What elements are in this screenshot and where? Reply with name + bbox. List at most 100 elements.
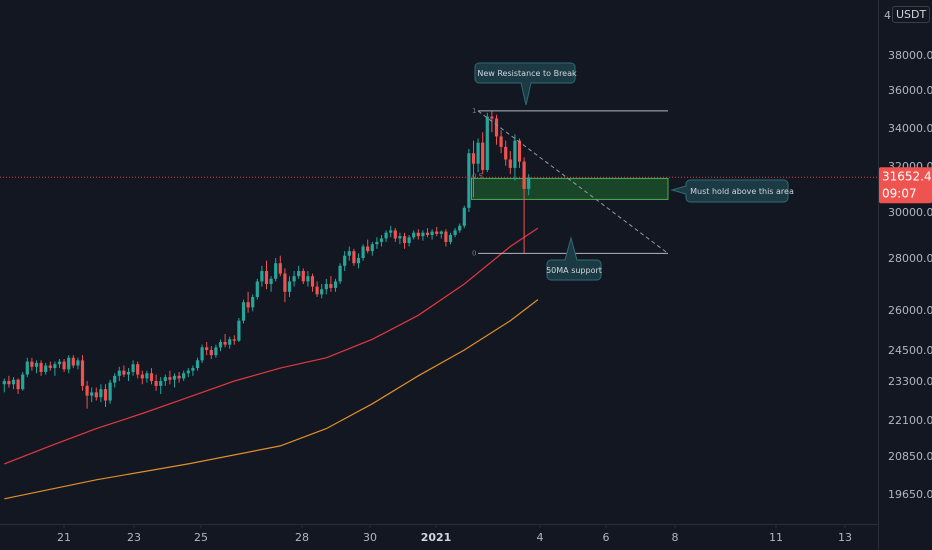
- candle-body: [44, 365, 48, 372]
- candle-body: [453, 230, 457, 235]
- candle-body: [76, 360, 80, 366]
- y-tick-label: 26000.00: [888, 304, 932, 317]
- candle: [255, 278, 259, 300]
- fib-level-label: 0: [472, 249, 476, 257]
- candle-body: [513, 140, 517, 168]
- y-tick-label: 28000.00: [888, 252, 932, 265]
- candle: [366, 239, 370, 254]
- y-tick-label: 38000.00: [888, 49, 932, 62]
- candle-body: [237, 320, 241, 341]
- candle: [283, 268, 287, 303]
- candle: [393, 228, 397, 242]
- candle: [228, 336, 232, 349]
- candle: [53, 361, 57, 376]
- y-tick-label: 4: [884, 9, 891, 22]
- candle-body: [126, 371, 131, 375]
- candle: [494, 114, 499, 145]
- candle-body: [80, 360, 85, 386]
- candle-body: [448, 235, 453, 242]
- time-axis[interactable]: 21 23 25 28 30 2021 4 6 8 11 13: [57, 524, 852, 544]
- candle: [324, 278, 328, 295]
- candle-body: [485, 116, 489, 170]
- candle: [425, 228, 430, 238]
- candle: [136, 361, 140, 379]
- candle: [163, 374, 167, 386]
- candle-body: [467, 153, 471, 208]
- candle: [448, 232, 453, 245]
- candle: [103, 384, 108, 407]
- candle-body: [527, 177, 531, 189]
- annotations[interactable]: New Resistance to Break Must hold above t…: [474, 62, 794, 281]
- x-tick-label: 8: [672, 531, 679, 544]
- x-tick-label: 2021: [421, 531, 452, 544]
- candle-body: [122, 370, 126, 375]
- candle: [485, 112, 489, 173]
- candle: [94, 387, 98, 401]
- candle-body: [195, 360, 200, 369]
- candle-body: [228, 339, 232, 345]
- candle: [200, 344, 204, 363]
- candle: [384, 230, 388, 242]
- callout-hold[interactable]: Must hold above this area: [670, 179, 794, 203]
- ma100-line: [4, 299, 539, 500]
- candle-body: [508, 159, 512, 168]
- candle: [421, 230, 425, 241]
- candle: [356, 253, 361, 269]
- currency-label[interactable]: USDT: [892, 6, 931, 23]
- candle: [504, 140, 508, 166]
- candle: [214, 344, 218, 358]
- callout-ma-support[interactable]: 50MA support: [546, 236, 602, 281]
- candle: [278, 255, 282, 277]
- candle: [232, 335, 236, 345]
- candle-body: [481, 142, 485, 170]
- candle-body: [416, 232, 420, 237]
- candle-body: [379, 238, 384, 242]
- candle-body: [269, 278, 273, 284]
- candle: [310, 273, 315, 292]
- candle: [306, 271, 310, 287]
- candle-body: [136, 364, 140, 375]
- candle: [513, 134, 517, 181]
- candle: [467, 149, 471, 212]
- candle: [21, 371, 25, 391]
- candle: [430, 229, 434, 240]
- candle-body: [315, 286, 319, 295]
- last-price-value: 31652.42: [882, 169, 932, 183]
- x-tick-label: 6: [603, 531, 610, 544]
- hold-zone[interactable]: [471, 177, 669, 200]
- last-price-tag: 31652.42 09:07: [879, 167, 932, 204]
- candle-body: [301, 271, 305, 282]
- candle: [90, 387, 94, 403]
- candle-body: [278, 263, 282, 274]
- callout-resistance[interactable]: New Resistance to Break: [474, 62, 577, 106]
- candle-body: [370, 244, 374, 252]
- candle: [338, 263, 342, 284]
- candle-body: [57, 361, 62, 365]
- candle-body: [306, 276, 310, 282]
- candle: [140, 370, 144, 385]
- candle: [343, 251, 347, 271]
- candle-body: [320, 289, 324, 295]
- candle-body: [223, 342, 227, 345]
- candle: [375, 237, 379, 249]
- candle-body: [251, 297, 255, 308]
- y-tick-label: 19650.00: [888, 488, 932, 501]
- y-tick-label: 30000.00: [888, 206, 932, 219]
- candle: [292, 271, 296, 287]
- candle: [172, 373, 177, 388]
- candle-body: [398, 236, 402, 239]
- candle-body: [39, 362, 43, 372]
- candle: [508, 151, 512, 175]
- candle: [379, 235, 384, 247]
- trendline[interactable]: [477, 110, 669, 254]
- candle-body: [517, 140, 522, 162]
- candle-body: [504, 146, 508, 160]
- candle-body: [425, 232, 430, 235]
- candle: [287, 276, 292, 297]
- candle: [16, 378, 20, 394]
- callout-shape: [546, 236, 602, 281]
- candle: [412, 230, 416, 240]
- x-tick-label: 21: [57, 531, 71, 544]
- candle-body: [347, 251, 351, 256]
